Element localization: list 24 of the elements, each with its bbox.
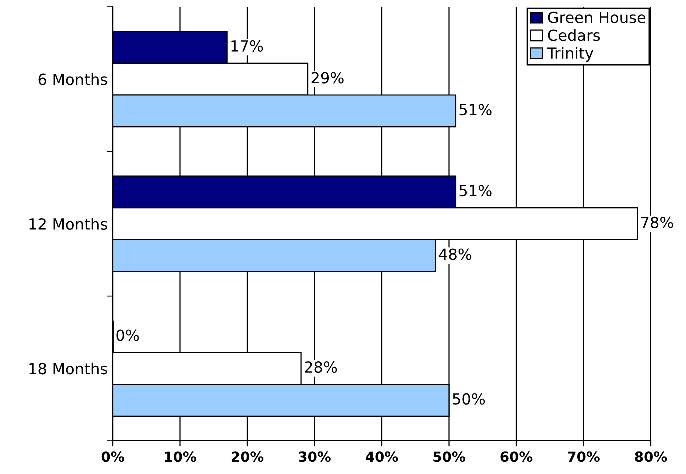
- x-tick-label: 20%: [232, 452, 264, 462]
- data-label: 17%: [232, 40, 264, 52]
- x-tick-label: 30%: [299, 452, 331, 462]
- legend-label: Green House: [548, 12, 646, 24]
- y-tick-label: 18 Months: [30, 362, 108, 375]
- data-label: 51%: [460, 185, 492, 197]
- data-label: 0%: [116, 330, 140, 342]
- data-label: 78%: [641, 216, 674, 228]
- x-tick-label: 70%: [568, 452, 600, 462]
- legend-label: Trinity: [547, 47, 594, 62]
- x-tick-label: 10%: [165, 452, 196, 462]
- x-tick-label: 60%: [500, 452, 533, 462]
- x-tick-label: 80%: [635, 452, 668, 462]
- x-tick-label: 0%: [102, 452, 124, 462]
- data-label: 50%: [453, 393, 486, 405]
- data-label: 28%: [305, 362, 338, 374]
- data-label: 48%: [439, 248, 472, 260]
- x-tick-label: 50%: [434, 452, 466, 462]
- data-label: 51%: [460, 104, 492, 116]
- x-tick-label: 40%: [366, 452, 398, 462]
- data-label: 29%: [312, 72, 344, 84]
- y-tick-label: 6 Months: [38, 74, 108, 86]
- legend-label: Cedars: [548, 29, 600, 42]
- y-tick-label: 12 Months: [30, 218, 108, 230]
